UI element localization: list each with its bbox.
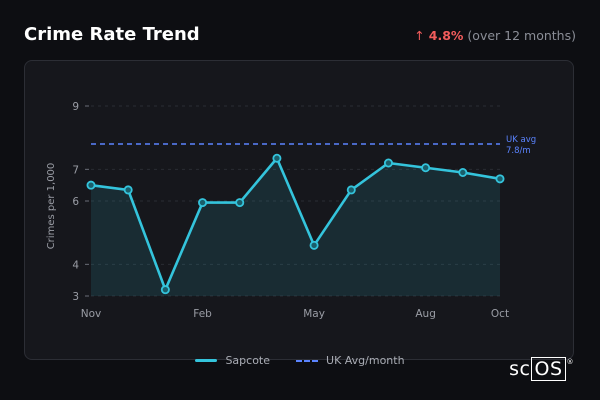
reference-label-line1: UK avg — [506, 135, 536, 145]
data-point — [383, 158, 393, 168]
logo-prefix: sc — [509, 358, 531, 380]
data-point — [272, 153, 282, 163]
series-line-sapcote — [90, 156, 501, 291]
y-tick-label: 3 — [72, 291, 79, 303]
data-point — [458, 167, 468, 177]
y-axis-label: Crimes per 1,000 — [46, 163, 57, 250]
y-tick-label: 7 — [72, 164, 79, 176]
trend-up-icon: ↑ — [414, 28, 425, 43]
scos-logo: sc OS ® — [509, 357, 574, 381]
data-point — [495, 174, 505, 184]
data-point — [160, 285, 170, 295]
reference-label-line2: 7.8/m — [506, 146, 531, 156]
legend-label-uk-avg: UK Avg/month — [326, 354, 405, 367]
x-tick-label: Oct — [491, 308, 509, 320]
data-point — [346, 185, 356, 195]
x-tick-label: Aug — [415, 308, 436, 320]
logo-registered-mark: ® — [566, 358, 574, 366]
data-point — [309, 240, 319, 250]
data-point — [198, 198, 208, 208]
y-tick-label: 6 — [72, 196, 79, 208]
legend-label-sapcote: Sapcote — [225, 354, 271, 367]
y-tick-label: 4 — [72, 259, 79, 271]
trend-change: ↑ 4.8% (over 12 months) — [414, 28, 576, 43]
legend-item-uk-avg[interactable]: UK Avg/month — [296, 354, 405, 367]
chart-title: Crime Rate Trend — [24, 24, 200, 45]
data-point — [235, 198, 245, 208]
legend-swatch-solid — [195, 359, 218, 362]
x-tick-label: Nov — [81, 308, 102, 320]
logo-boxed: OS — [531, 357, 566, 381]
x-tick-label: Feb — [193, 308, 212, 320]
trend-change-value: 4.8% — [428, 28, 464, 43]
data-point — [421, 163, 431, 173]
data-point — [123, 185, 133, 195]
y-tick-label: 9 — [72, 101, 79, 113]
series-area-sapcote — [91, 158, 500, 296]
legend-swatch-dashed — [296, 359, 319, 362]
chart-legend: Sapcote UK Avg/month — [0, 354, 600, 367]
legend-item-sapcote[interactable]: Sapcote — [195, 354, 270, 367]
trend-change-period: (over 12 months) — [467, 28, 576, 43]
data-point — [86, 180, 96, 190]
x-tick-label: May — [303, 308, 325, 320]
